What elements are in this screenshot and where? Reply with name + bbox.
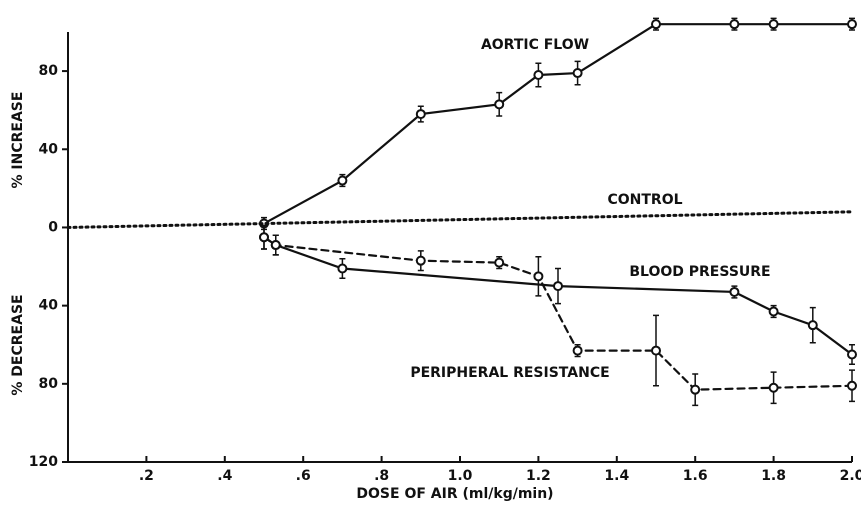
data-point (533, 271, 544, 282)
series-label: BLOOD PRESSURE (629, 264, 770, 280)
data-point (690, 384, 701, 395)
data-point (651, 19, 661, 30)
x-tick-label: .8 (374, 468, 389, 484)
x-axis-label: DOSE OF AIR (ml/kg/min) (356, 486, 553, 502)
y-tick-label: 120 (29, 454, 58, 470)
data-point (729, 286, 740, 297)
data-point (847, 19, 857, 30)
y-tick-label: 40 (39, 298, 59, 314)
series-line (66, 210, 854, 229)
x-tick-label: 1.8 (761, 468, 786, 484)
data-point (494, 99, 505, 110)
data-point (572, 345, 583, 356)
series-label: CONTROL (607, 192, 682, 208)
y-tick-label: 80 (39, 63, 59, 79)
data-point (768, 382, 779, 393)
series-label: AORTIC FLOW (481, 37, 589, 53)
y-tick-label: 40 (39, 141, 59, 157)
x-tick-label: 1.2 (526, 468, 551, 484)
x-tick-label: 1.0 (448, 468, 473, 484)
data-point (847, 349, 857, 360)
series-line (262, 23, 854, 225)
data-point (651, 345, 661, 356)
data-point (807, 320, 818, 331)
y-tick-label: 0 (48, 219, 58, 235)
y-tick-label: 80 (39, 376, 59, 392)
data-point (553, 281, 563, 292)
y-axis-label: % DECREASE (10, 294, 26, 395)
series-line (262, 236, 854, 391)
data-point (415, 255, 426, 266)
data-point (572, 68, 583, 79)
data-point (847, 380, 857, 391)
data-point (337, 175, 348, 186)
data-point (494, 257, 505, 268)
data-point (768, 306, 779, 317)
data-point (337, 263, 348, 274)
data-point (768, 19, 779, 30)
x-tick-label: 2.0 (840, 468, 861, 484)
data-point (729, 19, 740, 30)
data-point (259, 232, 269, 243)
data-point (533, 70, 544, 80)
x-tick-label: .6 (296, 468, 311, 484)
data-point (270, 240, 281, 251)
series-line (262, 236, 854, 356)
y-axis-label: % INCREASE (10, 92, 26, 189)
series-label: PERIPHERAL RESISTANCE (410, 365, 609, 381)
x-tick-label: 1.4 (604, 468, 629, 484)
x-tick-label: .2 (139, 468, 154, 484)
x-tick-label: 1.6 (683, 468, 708, 484)
data-point (415, 109, 426, 120)
x-tick-label: .4 (217, 468, 232, 484)
